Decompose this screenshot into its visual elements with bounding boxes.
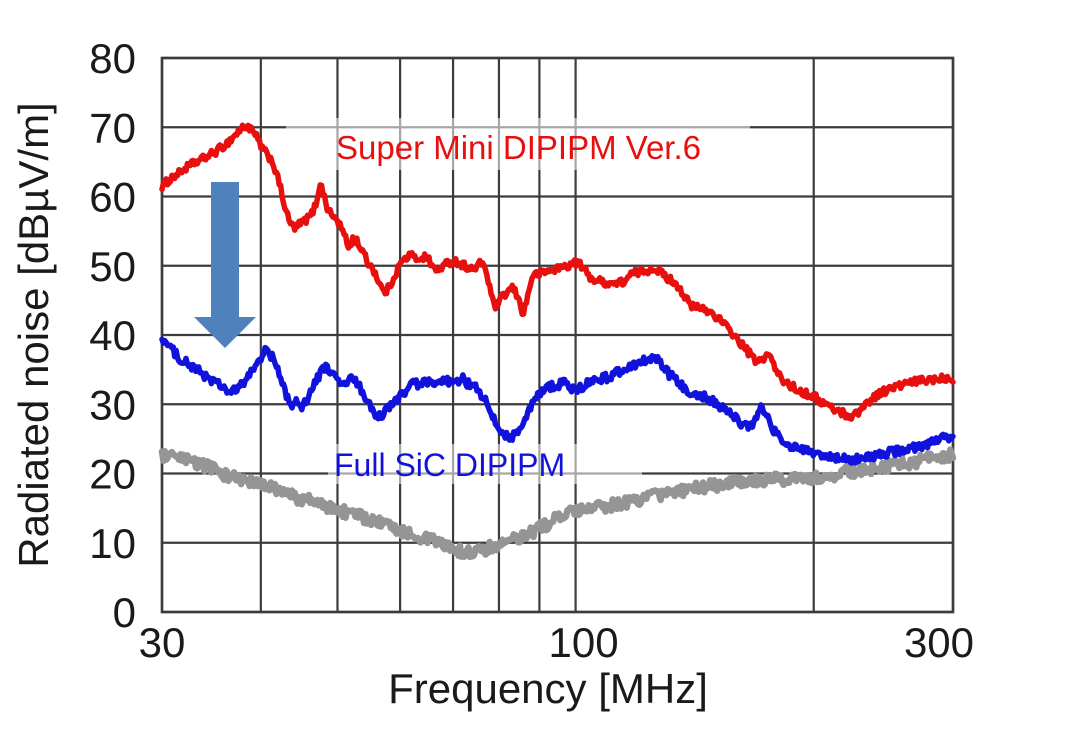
- series-label-full-sic-dipipm: Full SiC DIPIPM: [334, 447, 565, 483]
- curve-noise-floor: [158, 446, 957, 561]
- curve-super-mini-dipipm-ver6: [159, 122, 956, 422]
- x-tick-label: 100: [549, 619, 619, 666]
- x-tick-label: 300: [904, 619, 974, 666]
- plot-border: [160, 56, 955, 614]
- y-tick-label: 10: [89, 520, 136, 567]
- y-tick-label: 30: [89, 381, 136, 428]
- y-axis-title: Radiated noise [dBµV/m]: [10, 102, 57, 567]
- down-arrow-annotation: [194, 182, 256, 348]
- label-highlight-band: [286, 118, 750, 170]
- label-highlight-band: [328, 444, 642, 484]
- x-axis-title: Frequency [MHz]: [388, 665, 708, 712]
- curve-full-sic-dipipm: [159, 336, 956, 466]
- y-tick-label: 50: [89, 243, 136, 290]
- x-tick-label: 30: [139, 619, 186, 666]
- y-tick-label: 20: [89, 451, 136, 498]
- y-tick-label: 40: [89, 312, 136, 359]
- y-tick-label: 80: [89, 35, 136, 82]
- series-label-super-mini-dipipm: Super Mini DIPIPM Ver.6: [336, 129, 701, 166]
- y-tick-label: 0: [113, 589, 136, 636]
- series-layer: [158, 122, 957, 561]
- y-tick-label: 70: [89, 104, 136, 151]
- y-tick-label: 60: [89, 174, 136, 221]
- tick-layer: 30 100 300 0 10 20 30 40 50 60 70 80: [89, 35, 974, 666]
